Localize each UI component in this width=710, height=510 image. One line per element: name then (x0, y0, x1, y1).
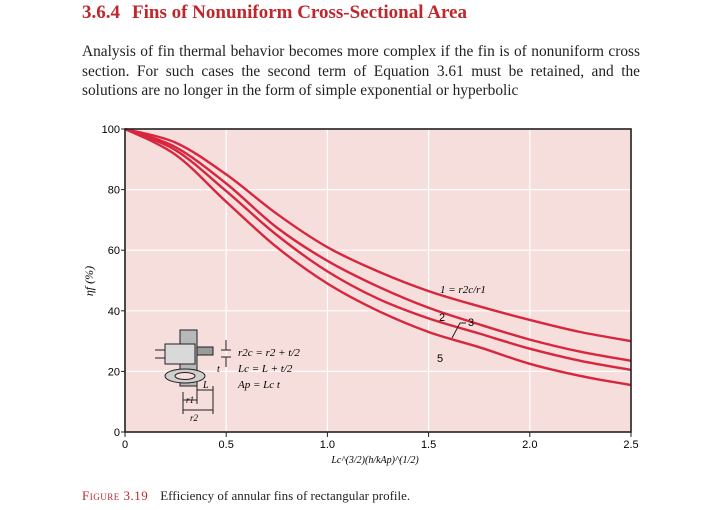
curve-ratio-2 (124, 127, 632, 362)
y-tick-label: 100 (102, 124, 120, 136)
curve-ratio-5 (124, 127, 632, 387)
x-tick-label: 0 (122, 439, 128, 451)
inset-eq-r2c: r2c = r2 + t/2 (238, 347, 300, 359)
fin-efficiency-chart: 0 0.5 1.0 1.5 2.0 2.5 0 20 40 60 80 100 ηf (%) Lc^(… (82, 124, 639, 466)
y-tick-label: 80 (108, 185, 120, 197)
curve-label-ratio: 1 = r2c/r1 (440, 284, 486, 296)
section-heading: 3.6.4 Fins of Nonuniform Cross-Sectional … (82, 2, 467, 24)
figure-caption: Figure 3.19 Efficiency of annular fins of… (82, 488, 410, 504)
x-tick-label: 1.5 (421, 439, 436, 451)
curve-label-2: 2 (439, 312, 445, 324)
x-tick-label: 1.0 (320, 439, 335, 451)
annular-fin-schematic (155, 329, 231, 414)
section-title: Fins of Nonuniform Cross-Sectional Area (132, 2, 467, 23)
curve-label-3-leader (451, 322, 466, 339)
efficiency-curves (124, 127, 632, 387)
inset-eq-Ap: Ap = Lc t (237, 379, 281, 391)
inset-dim-L: L (202, 380, 209, 391)
inset-dim-r2: r2 (190, 413, 199, 423)
curve-ratio-3 (124, 127, 632, 372)
y-axis-label: ηf (%) (82, 266, 96, 296)
curve-label-3: 3 (468, 317, 474, 329)
axis-ticks: 0 0.5 1.0 1.5 2.0 2.5 0 20 40 60 80 100 (102, 124, 639, 451)
y-tick-label: 60 (108, 245, 120, 257)
x-tick-label: 0.5 (219, 439, 234, 451)
x-tick-label: 2.5 (623, 439, 638, 451)
y-tick-label: 20 (108, 366, 120, 378)
y-tick-label: 0 (114, 427, 120, 439)
curve-ratio-1 (124, 127, 632, 343)
plot-area (125, 129, 631, 432)
section-number: 3.6.4 (82, 2, 120, 23)
plot-frame (124, 128, 632, 433)
y-tick-label: 40 (108, 306, 120, 318)
body-paragraph: Analysis of fin thermal behavior becomes… (82, 43, 640, 99)
inset-eq-Lc: Lc = L + t/2 (237, 363, 293, 375)
inset-dim-r1: r1 (186, 395, 194, 405)
figure-caption-text: Efficiency of annular fins of rectangula… (160, 488, 411, 503)
x-tick-label: 2.0 (522, 439, 537, 451)
inset-dim-t: t (217, 364, 220, 375)
figure-label: Figure 3.19 (82, 488, 149, 503)
x-axis-label: Lc^(3/2)(h/kAp)^(1/2) (330, 455, 419, 466)
curve-label-5: 5 (437, 353, 443, 365)
